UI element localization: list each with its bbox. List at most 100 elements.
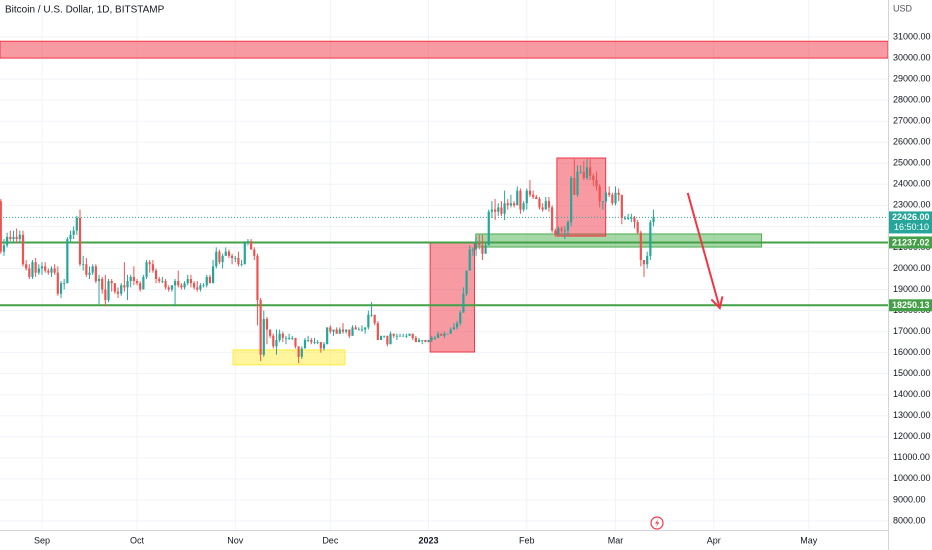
- candle-body: [167, 287, 170, 290]
- candle-body: [430, 337, 433, 341]
- candle-body: [566, 222, 570, 231]
- candle-body: [37, 268, 40, 273]
- x-tick-label: Mar: [608, 535, 624, 545]
- candle-body: [101, 278, 104, 290]
- candle-body: [402, 335, 405, 337]
- candle-body: [519, 190, 522, 210]
- candle-body: [370, 314, 373, 316]
- y-tick-label: 26000.00: [893, 137, 931, 147]
- candle-body: [620, 194, 623, 218]
- candle-body: [107, 281, 110, 301]
- candle-body: [316, 342, 319, 343]
- y-tick-label: 15000.00: [893, 368, 931, 378]
- candle-body: [595, 180, 598, 187]
- y-tick-label: 14000.00: [893, 389, 931, 399]
- candle-body: [243, 243, 246, 265]
- candle-body: [386, 335, 389, 345]
- candle-body: [234, 257, 237, 259]
- candle-body: [538, 199, 541, 208]
- candle-body: [291, 337, 294, 339]
- candle-body: [411, 333, 414, 338]
- candle-body: [468, 249, 471, 271]
- x-tick-label: Dec: [322, 535, 339, 545]
- candle-body: [573, 177, 576, 195]
- candle-body: [544, 201, 547, 210]
- candle-body: [541, 207, 544, 210]
- candle-body: [123, 285, 126, 288]
- candle-body: [40, 266, 44, 269]
- candle-body: [490, 209, 494, 212]
- candle-body: [379, 335, 383, 341]
- replay-icon[interactable]: [650, 516, 664, 530]
- candle-body: [278, 333, 281, 341]
- candle-body: [151, 264, 154, 271]
- candle-body: [462, 293, 465, 313]
- y-tick-label: 17000.00: [893, 326, 931, 336]
- candle-body: [63, 283, 66, 284]
- levels: [0, 216, 888, 307]
- candle-body: [636, 222, 639, 233]
- candle-body: [132, 276, 135, 282]
- candle-body: [47, 270, 50, 273]
- y-tick-label: 25000.00: [893, 158, 931, 168]
- candle-body: [414, 337, 417, 343]
- candle-body: [173, 281, 177, 286]
- candle-body: [307, 340, 310, 341]
- y-tick-label: 10000.00: [893, 473, 931, 483]
- candle-body: [297, 346, 300, 357]
- candle-body: [421, 340, 424, 341]
- candle-body: [192, 283, 196, 288]
- candle-body: [69, 234, 72, 240]
- candle-body: [459, 312, 462, 324]
- candle-body: [351, 327, 354, 336]
- candle-body: [250, 241, 253, 250]
- x-tick-label: May: [800, 535, 818, 545]
- candle-body: [284, 337, 288, 339]
- candle-body: [364, 327, 367, 330]
- axes: 8000.00 9000.00 10000.00 11000.00 12000.00 13…: [34, 31, 932, 545]
- candle-body: [221, 255, 224, 263]
- candle-body: [78, 217, 82, 265]
- candle-body: [383, 335, 386, 337]
- candle-body: [551, 207, 554, 231]
- y-tick-label: 27000.00: [893, 116, 931, 126]
- candle-body: [408, 333, 411, 336]
- candle-body: [547, 201, 551, 208]
- level-price-box: [889, 299, 932, 312]
- candle-body: [202, 285, 205, 287]
- candle-body: [275, 340, 278, 347]
- candle-body: [376, 323, 379, 341]
- candle-body: [373, 314, 376, 324]
- candle-body: [598, 186, 601, 202]
- candle-body: [59, 283, 63, 294]
- x-tick-label: Nov: [227, 535, 244, 545]
- candle-body: [608, 192, 611, 195]
- y-tick-label: 19000.00: [893, 284, 931, 294]
- candle-body: [611, 194, 614, 204]
- y-tick-label: 29000.00: [893, 73, 931, 83]
- candle-body: [389, 333, 392, 345]
- candle-body: [215, 251, 218, 267]
- candle-body: [129, 276, 132, 282]
- candle-body: [15, 236, 18, 240]
- candle-body: [135, 281, 139, 284]
- candle-body: [474, 243, 478, 250]
- candle-body: [354, 327, 357, 330]
- candle-body: [535, 196, 538, 200]
- candle-body: [617, 192, 620, 195]
- candle-body: [205, 276, 208, 286]
- candle-body: [224, 251, 227, 256]
- candle-body: [113, 283, 116, 292]
- candle-body: [417, 340, 421, 343]
- candle-body: [443, 333, 446, 336]
- candle-body: [427, 340, 430, 343]
- level-price-box: [889, 236, 932, 249]
- y-tick-label: 16000.00: [893, 347, 931, 357]
- candle-body: [310, 340, 313, 343]
- candle-body: [360, 329, 364, 331]
- arrow-line: [686, 192, 721, 309]
- candle-body: [589, 167, 592, 176]
- candle-body: [313, 342, 316, 343]
- candle-body: [177, 281, 180, 286]
- candle-body: [452, 327, 456, 330]
